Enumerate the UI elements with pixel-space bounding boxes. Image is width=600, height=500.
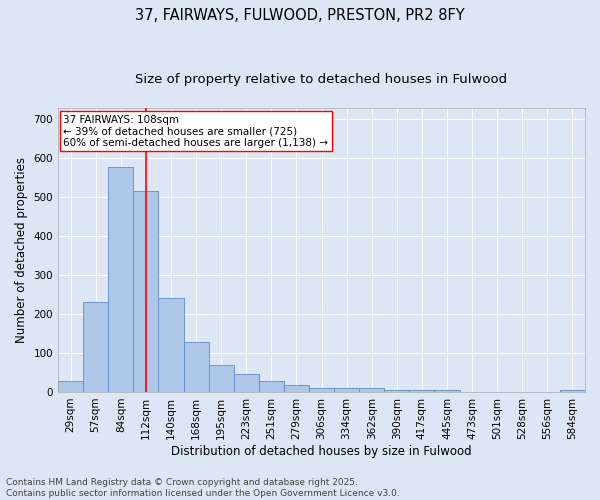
Bar — [209, 366, 233, 392]
Bar — [233, 374, 259, 392]
Bar — [434, 390, 460, 392]
Text: Contains HM Land Registry data © Crown copyright and database right 2025.
Contai: Contains HM Land Registry data © Crown c… — [6, 478, 400, 498]
Bar — [309, 388, 334, 392]
Text: 37, FAIRWAYS, FULWOOD, PRESTON, PR2 8FY: 37, FAIRWAYS, FULWOOD, PRESTON, PR2 8FY — [135, 8, 465, 22]
Bar — [133, 192, 158, 392]
Bar — [409, 390, 434, 392]
Bar — [359, 388, 384, 392]
Title: Size of property relative to detached houses in Fulwood: Size of property relative to detached ho… — [136, 72, 508, 86]
Bar — [334, 388, 359, 392]
X-axis label: Distribution of detached houses by size in Fulwood: Distribution of detached houses by size … — [171, 444, 472, 458]
Bar — [384, 390, 409, 392]
Bar — [560, 390, 585, 392]
Bar — [284, 385, 309, 392]
Text: 37 FAIRWAYS: 108sqm
← 39% of detached houses are smaller (725)
60% of semi-detac: 37 FAIRWAYS: 108sqm ← 39% of detached ho… — [64, 114, 328, 148]
Bar — [158, 298, 184, 392]
Bar — [83, 302, 108, 392]
Bar — [108, 166, 133, 392]
Bar — [58, 382, 83, 392]
Y-axis label: Number of detached properties: Number of detached properties — [15, 156, 28, 342]
Bar — [184, 342, 209, 392]
Bar — [259, 382, 284, 392]
